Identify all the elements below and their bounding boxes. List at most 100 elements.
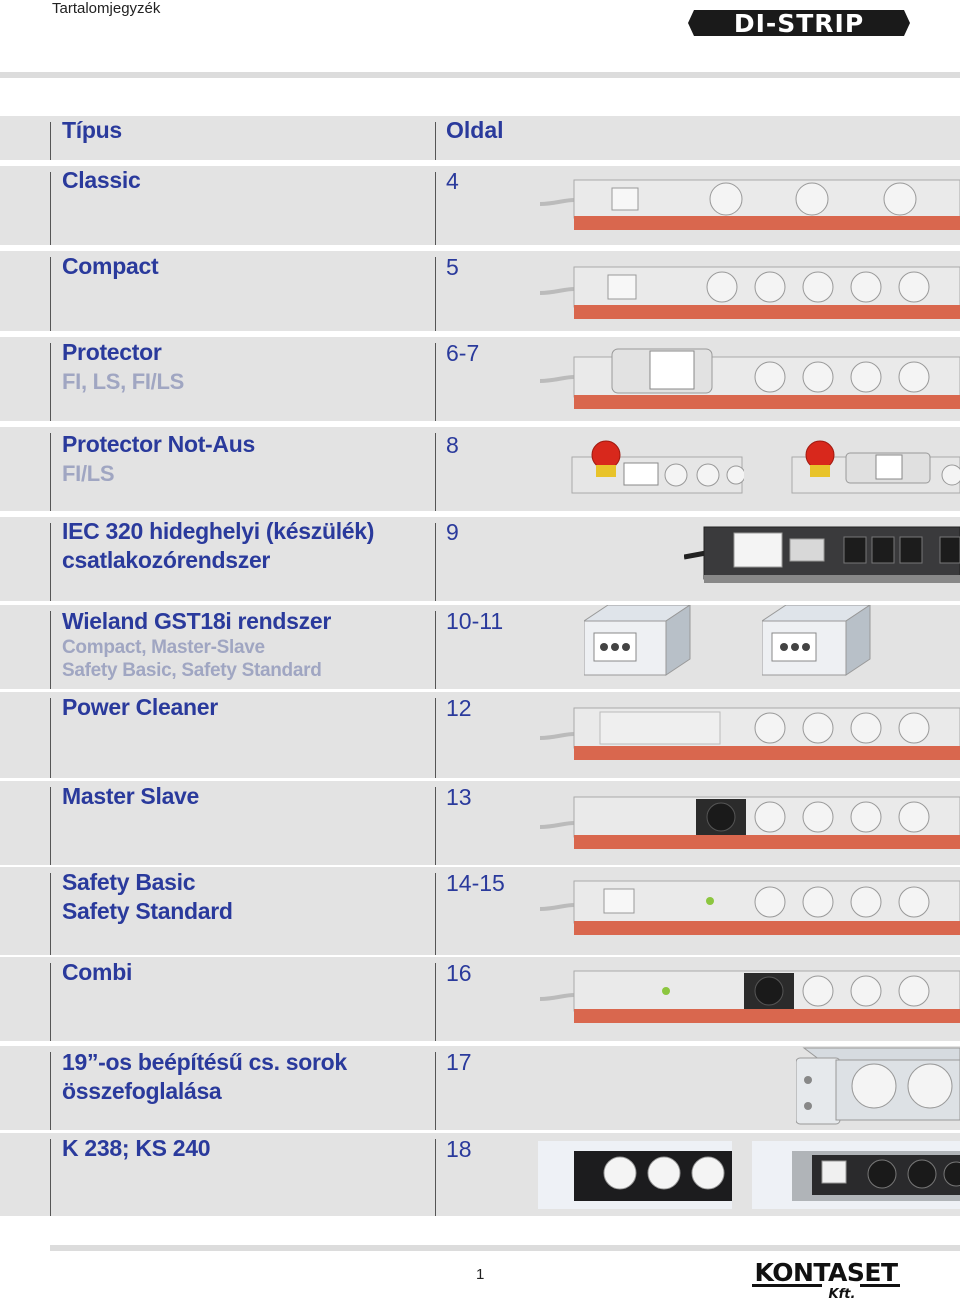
power-strip-image: [540, 796, 960, 849]
column-divider: [50, 698, 51, 778]
column-divider: [435, 963, 436, 1041]
column-divider: [50, 172, 51, 245]
row-page: 5: [446, 254, 459, 280]
column-divider: [50, 523, 51, 601]
column-divider: [435, 122, 436, 160]
row-title: Master Slave: [62, 783, 200, 809]
row-title: Protector Not-Aus FI/LS: [62, 430, 255, 488]
row-title-main: Protector Not-Aus: [62, 431, 255, 457]
row-title: Power Cleaner: [62, 694, 218, 720]
row-title-line1: Safety Basic: [62, 869, 196, 895]
wieland-connector-image: [584, 605, 691, 676]
rack-strip-image: [796, 1047, 960, 1125]
column-divider: [50, 257, 51, 331]
table-row: IEC 320 hideghelyi (készülék) csatlakozó…: [0, 517, 960, 601]
row-title: Safety Basic Safety Standard: [62, 868, 233, 926]
column-divider: [50, 1139, 51, 1216]
table-row: Master Slave 13: [0, 781, 960, 865]
column-divider: [435, 873, 436, 955]
row-subtitle: FI, LS, FI/LS: [62, 369, 184, 394]
table-header-row: Típus Oldal: [0, 116, 960, 160]
iec-strip-image: [684, 526, 960, 583]
di-strip-logo-text: DI-STRIP: [734, 9, 864, 38]
row-title: Compact: [62, 253, 159, 279]
row-title: 19”-os beépítésű cs. sorok összefoglalás…: [62, 1048, 347, 1106]
table-row: Protector FI, LS, FI/LS 6-7: [0, 337, 960, 421]
power-strip-image: [540, 179, 960, 230]
column-divider: [50, 963, 51, 1041]
row-page: 8: [446, 432, 459, 458]
row-subtitle: Safety Basic, Safety Standard: [62, 660, 322, 681]
bottom-divider: [50, 1245, 960, 1251]
column-header-page: Oldal: [446, 117, 504, 143]
row-page: 18: [446, 1136, 472, 1162]
row-title: K 238; KS 240: [62, 1135, 211, 1161]
row-page: 6-7: [446, 340, 480, 366]
k238-strip-image: [538, 1141, 732, 1209]
column-divider: [435, 523, 436, 601]
ks240-strip-image: [752, 1141, 960, 1209]
row-title: IEC 320 hideghelyi (készülék) csatlakozó…: [62, 517, 374, 575]
power-strip-image: [540, 266, 960, 319]
row-title-main: Wieland GST18i rendszer: [62, 608, 331, 634]
column-divider: [435, 787, 436, 865]
table-row: Combi 16: [0, 957, 960, 1041]
row-subtitle: Compact, Master-Slave: [62, 637, 265, 658]
row-title-main: Protector: [62, 339, 162, 365]
column-divider: [50, 1052, 51, 1130]
row-page: 10-11: [446, 608, 504, 634]
row-page: 4: [446, 168, 459, 194]
table-row: Wieland GST18i rendszer Compact, Master-…: [0, 605, 960, 689]
power-strip-image: [540, 970, 960, 1023]
row-page: 17: [446, 1049, 472, 1075]
row-title: Classic: [62, 167, 141, 193]
row-title-line1: IEC 320 hideghelyi (készülék): [62, 518, 375, 544]
column-divider: [435, 343, 436, 421]
kontaset-logo-subtext: Kft.: [829, 1287, 856, 1300]
column-header-type: Típus: [62, 117, 122, 143]
row-page: 16: [446, 960, 472, 986]
page-number: 1: [476, 1266, 485, 1283]
table-row: Safety Basic Safety Standard 14-15: [0, 867, 960, 955]
table-row: Protector Not-Aus FI/LS 8: [0, 427, 960, 511]
row-page: 12: [446, 695, 472, 721]
kontaset-logo: KONTASET Kft.: [752, 1258, 900, 1300]
row-page: 14-15: [446, 870, 505, 896]
wieland-connector-image: [762, 605, 871, 676]
column-divider: [50, 873, 51, 955]
table-row: 19”-os beépítésű cs. sorok összefoglalás…: [0, 1046, 960, 1130]
row-page: 9: [446, 519, 459, 545]
column-divider: [435, 698, 436, 778]
row-title: Combi: [62, 959, 133, 985]
column-divider: [435, 433, 436, 511]
top-divider: [0, 72, 960, 78]
table-row: Compact 5: [0, 251, 960, 331]
row-title-line2: összefoglalása: [62, 1078, 222, 1104]
di-strip-logo: DI-STRIP: [688, 9, 910, 38]
column-divider: [50, 787, 51, 865]
row-title: Wieland GST18i rendszer Compact, Master-…: [62, 607, 331, 682]
column-divider: [435, 1139, 436, 1216]
table-row: Classic 4: [0, 166, 960, 245]
power-strip-image: [540, 880, 960, 935]
column-divider: [435, 1052, 436, 1130]
page-header-title: Tartalomjegyzék: [52, 0, 161, 17]
column-divider: [435, 257, 436, 331]
power-strip-image: [540, 348, 960, 409]
power-strip-image: [540, 707, 960, 760]
table-row: K 238; KS 240 18: [0, 1133, 960, 1216]
row-title-line2: Safety Standard: [62, 898, 233, 924]
column-divider: [50, 122, 51, 160]
emergency-stop-strip-image: [791, 440, 960, 494]
column-divider: [435, 172, 436, 245]
column-divider: [50, 433, 51, 511]
emergency-stop-strip-image: [571, 440, 744, 494]
table-row: Power Cleaner 12: [0, 692, 960, 778]
row-subtitle: FI/LS: [62, 461, 115, 486]
column-divider: [50, 611, 51, 689]
column-divider: [435, 611, 436, 689]
column-divider: [50, 343, 51, 421]
row-title-line2: csatlakozórendszer: [62, 547, 271, 573]
row-title-line1: 19”-os beépítésű cs. sorok: [62, 1049, 347, 1075]
kontaset-logo-text: KONTASET: [754, 1258, 897, 1287]
